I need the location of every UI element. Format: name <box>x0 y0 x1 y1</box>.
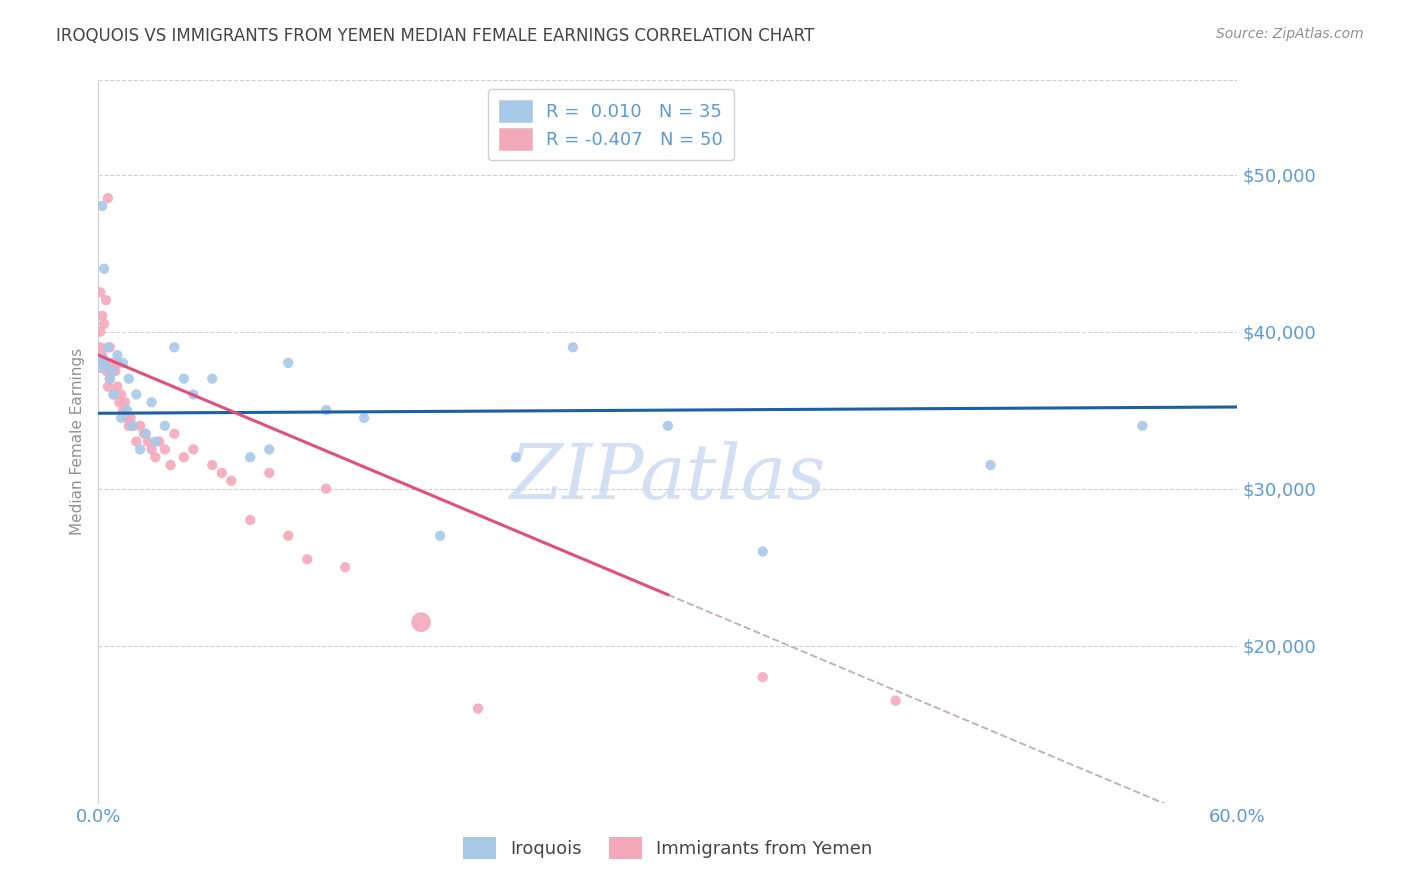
Point <box>118 418 141 433</box>
Point <box>103 387 125 401</box>
Point <box>114 395 136 409</box>
Point <box>97 340 120 354</box>
Point <box>94 364 117 378</box>
Point <box>221 474 243 488</box>
Point <box>884 694 907 708</box>
Text: Source: ZipAtlas.com: Source: ZipAtlas.com <box>1216 27 1364 41</box>
Point <box>335 560 357 574</box>
Point <box>89 325 111 339</box>
Point <box>979 458 1001 472</box>
Point <box>141 395 163 409</box>
Point <box>100 356 122 370</box>
Point <box>104 364 127 378</box>
Y-axis label: Median Female Earnings: Median Female Earnings <box>70 348 86 535</box>
Point <box>103 364 125 378</box>
Point <box>141 442 163 457</box>
Point <box>159 458 181 472</box>
Point <box>97 191 120 205</box>
Point <box>107 348 129 362</box>
Point <box>657 418 679 433</box>
Point <box>148 434 170 449</box>
Point <box>93 317 115 331</box>
Point <box>505 450 527 465</box>
Point <box>183 442 205 457</box>
Point <box>277 529 299 543</box>
Point <box>108 395 131 409</box>
Point <box>145 434 167 449</box>
Text: ZIPatlas: ZIPatlas <box>509 441 827 515</box>
Point <box>353 411 375 425</box>
Legend: Iroquois, Immigrants from Yemen: Iroquois, Immigrants from Yemen <box>456 830 880 866</box>
Point <box>93 261 115 276</box>
Point <box>89 340 111 354</box>
Point <box>201 458 224 472</box>
Point <box>315 403 337 417</box>
Point <box>173 450 195 465</box>
Point <box>183 387 205 401</box>
Point <box>93 356 115 370</box>
Point <box>115 403 138 417</box>
Point <box>429 529 451 543</box>
Point <box>173 372 195 386</box>
Point <box>115 411 138 425</box>
Point <box>110 387 132 401</box>
Point <box>752 544 775 558</box>
Point <box>125 387 148 401</box>
Point <box>153 418 176 433</box>
Point <box>562 340 585 354</box>
Point <box>239 450 262 465</box>
Point <box>163 426 186 441</box>
Point <box>297 552 319 566</box>
Point <box>112 403 135 417</box>
Point <box>132 426 155 441</box>
Point <box>100 364 122 378</box>
Point <box>145 450 167 465</box>
Point <box>153 442 176 457</box>
Point <box>467 701 489 715</box>
Point <box>125 434 148 449</box>
Point <box>107 356 129 370</box>
Point <box>136 434 159 449</box>
Point <box>752 670 775 684</box>
Point <box>110 411 132 425</box>
Point <box>107 379 129 393</box>
Point <box>121 418 143 433</box>
Point <box>118 372 141 386</box>
Point <box>112 356 135 370</box>
Point <box>89 356 111 370</box>
Point <box>97 379 120 393</box>
Point <box>103 387 125 401</box>
Point <box>1132 418 1154 433</box>
Text: IROQUOIS VS IMMIGRANTS FROM YEMEN MEDIAN FEMALE EARNINGS CORRELATION CHART: IROQUOIS VS IMMIGRANTS FROM YEMEN MEDIAN… <box>56 27 814 45</box>
Point <box>98 372 121 386</box>
Point <box>94 293 117 308</box>
Point <box>201 372 224 386</box>
Point <box>98 372 121 386</box>
Point <box>129 442 152 457</box>
Point <box>239 513 262 527</box>
Point <box>120 411 142 425</box>
Point <box>91 309 114 323</box>
Point <box>211 466 233 480</box>
Point <box>259 442 281 457</box>
Point <box>91 348 114 362</box>
Point <box>98 340 121 354</box>
Point <box>129 418 152 433</box>
Point <box>259 466 281 480</box>
Point <box>135 426 157 441</box>
Point <box>277 356 299 370</box>
Point <box>163 340 186 354</box>
Point <box>91 199 114 213</box>
Point <box>89 285 111 300</box>
Point <box>315 482 337 496</box>
Point <box>121 418 143 433</box>
Point <box>411 615 433 630</box>
